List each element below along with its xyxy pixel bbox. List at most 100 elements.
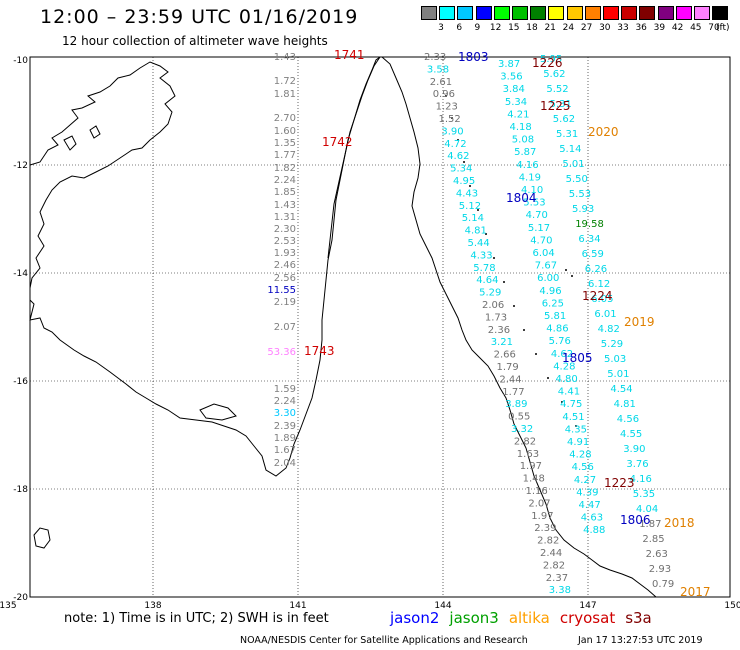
value-label: 6.59 (582, 249, 604, 260)
value-label: 1.89 (274, 433, 296, 444)
value-label: 5.95 (540, 54, 562, 65)
legend-label: 6 (456, 23, 463, 33)
value-label: 1.59 (274, 384, 296, 395)
value-label: 4.41 (558, 387, 580, 398)
lon-label: 147 (579, 601, 596, 611)
value-label: 2.46 (274, 260, 296, 271)
lon-label: 135 (0, 601, 17, 611)
cape-york-coastline (381, 56, 657, 598)
legend-swatch (657, 6, 674, 20)
lon-label: 150 (724, 601, 740, 611)
value-label: 1.52 (439, 114, 461, 125)
value-label: 4.70 (530, 235, 552, 246)
legend-label: 15 (508, 23, 520, 33)
value-label: 4.64 (476, 275, 498, 286)
value-label: 4.62 (447, 151, 469, 162)
value-label: 4.16 (630, 474, 652, 485)
value-label: 1.79 (497, 362, 519, 373)
value-label: 3.56 (500, 72, 522, 83)
satellite-name-altika: altika (508, 609, 550, 627)
legend-swatch (530, 6, 547, 20)
value-label: 1.77 (502, 387, 524, 398)
legend-label: 30 (599, 23, 611, 33)
value-label: 4.96 (539, 286, 561, 297)
value-label: 2.70 (274, 113, 296, 124)
value-label: 1.72 (274, 76, 296, 87)
graticule (30, 57, 730, 597)
legend-swatch (457, 6, 474, 20)
value-label: 2.44 (499, 374, 521, 385)
longitude-labels: 135 138 141 144 147 150 (0, 601, 740, 611)
value-label: 1.67 (274, 445, 296, 456)
legend-label: 12 (489, 23, 502, 33)
value-label: 1.85 (274, 187, 296, 198)
legend-swatch (639, 6, 656, 20)
pass-labels: 1741 1742 1743 1803 1804 1805 1806 1226 1225 1224… (304, 48, 711, 599)
value-label: 2.66 (494, 350, 516, 361)
value-label: 4.56 (572, 462, 594, 473)
value-label: 5.31 (550, 99, 572, 110)
value-label: 5.01 (607, 369, 629, 380)
value-label: 2.39 (534, 523, 556, 534)
value-label: 5.14 (462, 213, 484, 224)
value-label: 3.90 (623, 444, 645, 455)
value-label: 5.53 (523, 198, 545, 209)
value-label: 0.96 (433, 89, 455, 100)
legend-swatch (566, 6, 583, 20)
legend-label: 42 (671, 23, 684, 33)
reef-dots (445, 95, 577, 427)
value-label: 2.24 (274, 175, 296, 186)
value-label: 2.33 (424, 52, 446, 63)
satellite-name-jason3: jason3 (449, 609, 499, 627)
value-label: 3.89 (505, 399, 527, 410)
pass-label: 1226 (532, 56, 563, 70)
value-label: 4.63 (581, 513, 603, 524)
groote-island (199, 403, 237, 421)
value-label: 2.82 (537, 536, 559, 547)
value-label: 5.35 (633, 489, 655, 500)
value-label: 5.03 (604, 354, 626, 365)
value-label: 6.05 (591, 294, 613, 305)
value-label: 3.90 (441, 126, 463, 137)
satellite-name-s3a: s3a (625, 609, 652, 627)
legend-label: 9 (474, 23, 481, 33)
value-label: 6.25 (542, 298, 564, 309)
satellite-name-jason2: jason2 (390, 609, 440, 627)
pass-label: 1803 (458, 50, 489, 64)
value-label: 4.27 (574, 475, 596, 486)
lat-label: -12 (13, 161, 28, 171)
value-label: 1.60 (274, 126, 296, 137)
small-island-2 (63, 125, 101, 151)
legend-label: 18 (526, 23, 538, 33)
pass-label: 1806 (620, 513, 651, 527)
legend-label: 45 (690, 23, 702, 33)
pass-label: 2020 (588, 125, 619, 139)
value-label: 2.39 (274, 421, 296, 432)
value-label: 2.07 (274, 322, 296, 333)
footnote: note: 1) Time is in UTC; 2) SWH is in fe… (64, 611, 329, 626)
legend-swatch (512, 6, 528, 20)
groote-eylandt (29, 56, 381, 477)
latitude-labels: -10 -12 -14 -16 -18 -20 (13, 56, 28, 603)
value-label: 4.81 (614, 399, 636, 410)
legend-label: 21 (544, 23, 556, 33)
value-label: 4.70 (526, 210, 548, 221)
value-label: 0.55 (508, 412, 530, 423)
value-label: 1.81 (274, 89, 296, 100)
pass-label: 1742 (322, 135, 353, 149)
value-label: 4.72 (444, 139, 466, 150)
lat-label: -10 (13, 56, 28, 66)
value-label: 1.97 (520, 461, 542, 472)
value-label: 4.95 (453, 176, 475, 187)
lon-label: 141 (289, 601, 306, 611)
map-title: 12:00 – 23:59 UTC 01/16/2019 (40, 6, 359, 28)
pass-label: 1223 (604, 476, 635, 490)
value-label: 5.81 (544, 311, 566, 322)
value-label: 1.73 (485, 312, 507, 323)
value-label: 6.26 (585, 264, 607, 275)
value-label: 0.79 (652, 579, 674, 590)
value-label: 4.33 (470, 250, 492, 261)
value-label: 2.06 (482, 300, 504, 311)
value-label: 4.35 (565, 424, 587, 435)
value-label: 4.75 (560, 399, 582, 410)
